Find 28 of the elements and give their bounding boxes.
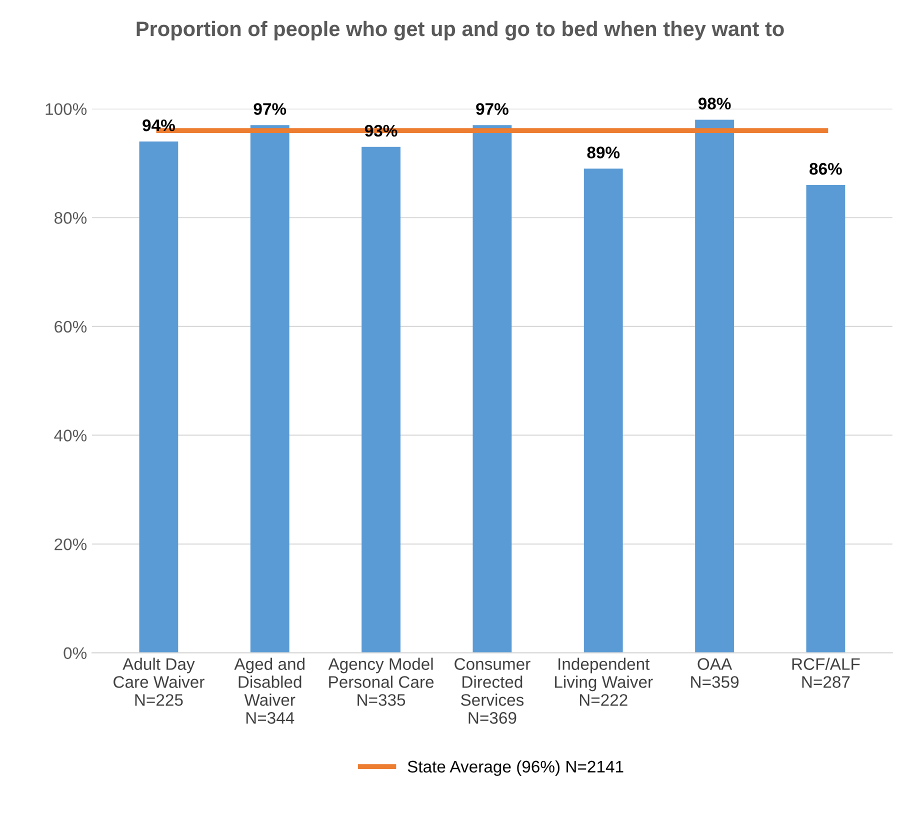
legend-label: State Average (96%) N=2141	[408, 760, 624, 776]
bar	[695, 120, 734, 653]
bar	[139, 141, 178, 653]
data-label: 97%	[476, 103, 508, 115]
data-label: 86%	[810, 162, 842, 175]
chart-title: Proportion of people who get up and go to bed when they want to	[136, 20, 784, 40]
y-tick-label: 20%	[54, 538, 87, 550]
x-tick-label: Aged and Disabled Waiver N=344	[234, 658, 304, 724]
x-tick-label: Independent Living Waiver N=222	[555, 658, 653, 706]
y-tick-label: 40%	[54, 430, 87, 442]
bar	[472, 125, 512, 653]
bar	[362, 146, 400, 653]
x-tick-label: Consumer Directed Services N=369	[454, 658, 530, 724]
y-tick-label: 0%	[64, 647, 87, 660]
y-tick-label: 80%	[54, 212, 87, 224]
y-tick-label: 100%	[46, 103, 87, 116]
bar	[806, 184, 846, 653]
y-tick-label: 60%	[54, 320, 87, 333]
x-tick-label: Agency Model Personal Care N=335	[328, 658, 434, 706]
data-label: 89%	[587, 146, 620, 158]
x-tick-label: RCF/ALF N=287	[792, 658, 860, 688]
data-label: 98%	[698, 98, 731, 110]
data-label: 94%	[142, 119, 175, 132]
data-label: 97%	[254, 103, 286, 115]
x-tick-label: OAA N=359	[691, 658, 739, 688]
x-tick-label: Adult Day Care Waiver N=225	[114, 658, 204, 706]
bar	[584, 168, 623, 653]
bar	[250, 125, 290, 653]
